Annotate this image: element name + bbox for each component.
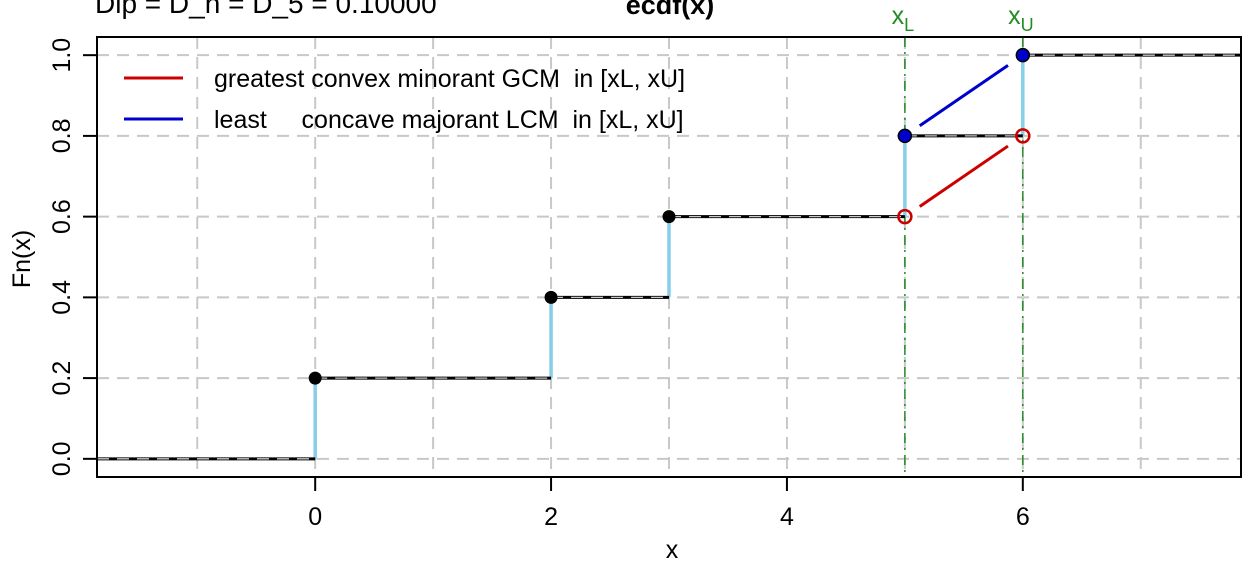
y-tick-label: 0.2: [48, 361, 76, 396]
x-axis-label: x: [666, 536, 679, 564]
y-tick-label: 0.0: [48, 441, 76, 476]
y-axis-label: Fn(x): [8, 230, 36, 288]
series-segment: [918, 64, 1009, 127]
x-tick-label: 0: [308, 503, 322, 531]
gcm-point: [897, 208, 913, 225]
y-axis: 0.0 0.2 0.4 0.6 0.8 1.0: [48, 38, 97, 476]
ecdf-point: [308, 371, 322, 385]
grid: [97, 37, 1241, 477]
lcm-point: [1015, 47, 1031, 63]
plot-frame: [96, 36, 1242, 478]
ecdf-point: [662, 210, 676, 224]
marker-label: xU: [1008, 2, 1034, 35]
y-tick-label: 0.6: [48, 199, 76, 234]
marker-label: xL: [892, 2, 915, 35]
legend-entry: greatest convex minorant GCM in [xL, xU]: [214, 65, 685, 93]
lcm-point: [897, 128, 913, 144]
dip-note: Dip = D_n = D_5 = 0.10000: [95, 0, 437, 19]
chart-title: ecdf(x): [626, 0, 715, 20]
interval-markers: xL xU: [892, 2, 1034, 477]
ecdf-point: [544, 290, 558, 304]
y-tick-label: 0.4: [48, 280, 76, 315]
hull-series: [897, 47, 1031, 225]
x-tick-label: 2: [544, 503, 558, 531]
y-tick-label: 0.8: [48, 119, 76, 154]
legend-entry: least concave majorant LCM in [xL, xU]: [214, 106, 684, 134]
y-tick-label: 1.0: [48, 38, 76, 73]
gcm-point: [1015, 128, 1031, 144]
legend: greatest convex minorant GCM in [xL, xU]…: [124, 65, 685, 134]
series-segment: [918, 144, 1009, 208]
x-tick-label: 4: [780, 503, 794, 531]
x-axis: 0 2 4 6: [308, 477, 1030, 531]
dip-note-text: Dip = D_n = D_5 = 0.10000: [95, 0, 437, 19]
x-tick-label: 6: [1016, 503, 1030, 531]
